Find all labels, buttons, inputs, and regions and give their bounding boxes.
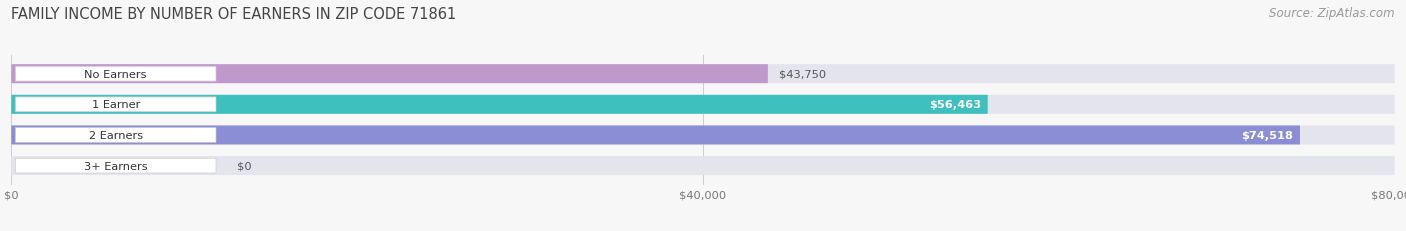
Text: 1 Earner: 1 Earner <box>91 100 139 110</box>
FancyBboxPatch shape <box>11 95 1395 114</box>
FancyBboxPatch shape <box>15 97 217 112</box>
FancyBboxPatch shape <box>11 65 1395 84</box>
FancyBboxPatch shape <box>11 65 768 84</box>
Text: No Earners: No Earners <box>84 69 148 79</box>
Text: $56,463: $56,463 <box>929 100 981 110</box>
Text: 2 Earners: 2 Earners <box>89 130 143 140</box>
FancyBboxPatch shape <box>11 126 1395 145</box>
Text: Source: ZipAtlas.com: Source: ZipAtlas.com <box>1270 7 1395 20</box>
FancyBboxPatch shape <box>11 95 987 114</box>
Text: $0: $0 <box>236 161 252 171</box>
FancyBboxPatch shape <box>15 67 217 82</box>
Text: 3+ Earners: 3+ Earners <box>84 161 148 171</box>
FancyBboxPatch shape <box>15 128 217 143</box>
Text: FAMILY INCOME BY NUMBER OF EARNERS IN ZIP CODE 71861: FAMILY INCOME BY NUMBER OF EARNERS IN ZI… <box>11 7 457 22</box>
FancyBboxPatch shape <box>15 158 217 173</box>
Text: $74,518: $74,518 <box>1241 130 1294 140</box>
FancyBboxPatch shape <box>11 126 1301 145</box>
Text: $43,750: $43,750 <box>779 69 827 79</box>
FancyBboxPatch shape <box>11 156 1395 175</box>
